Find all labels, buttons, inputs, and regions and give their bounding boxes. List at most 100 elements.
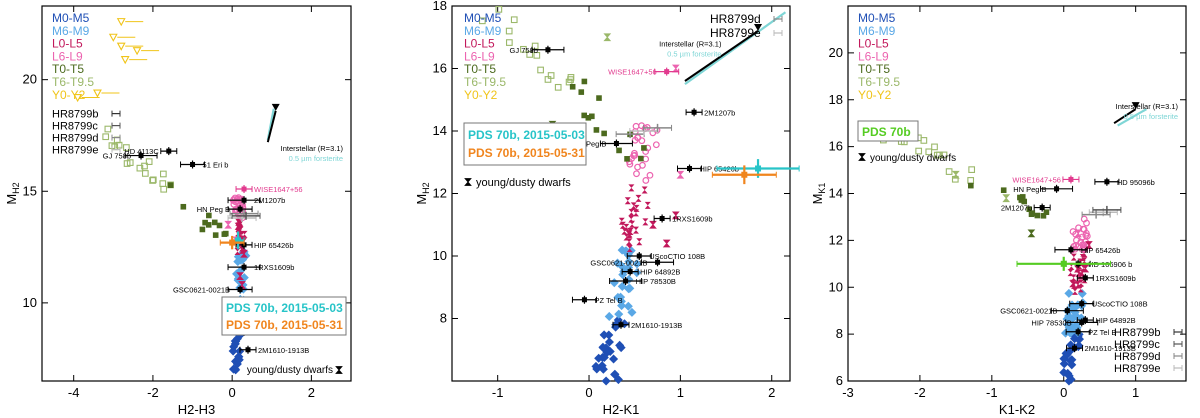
point-T0-T5 — [1000, 187, 1007, 193]
point-L6-L9 — [1083, 232, 1091, 240]
legend-class-L6-L9: L6-L9 — [858, 49, 889, 63]
legend-class-L0-L5: L0-L5 — [52, 37, 83, 51]
point-L0-L5 — [621, 227, 628, 235]
y-tick-label: 10 — [23, 295, 37, 310]
legend-HR8799e: HR8799e — [710, 26, 761, 40]
companion-label: HIP 65426b — [1081, 246, 1120, 255]
companion-label: HD 4113C — [124, 147, 159, 156]
point-L0-L5 — [1071, 287, 1078, 295]
point-M6-M9 — [632, 259, 642, 269]
point-T6-T9.5 — [567, 74, 575, 81]
point-T0-T5 — [624, 156, 630, 162]
point-M0-M5 — [613, 375, 623, 385]
companion-marker — [1075, 329, 1081, 335]
legend-class-T0-T5: T0-T5 — [464, 62, 496, 76]
interstellar-label: Interstellar (R=3.1) — [281, 144, 344, 153]
point-L0-L5 — [628, 208, 635, 216]
companion-label: HIP 64892B — [640, 268, 680, 277]
legend-HR8799d: HR8799d — [710, 12, 761, 26]
legend-HR8799b: HR8799b — [52, 109, 98, 121]
companion-marker — [190, 161, 196, 167]
x-tick-label: 1 — [677, 385, 684, 400]
point-T0-T5 — [180, 203, 187, 210]
point-Y0-Y2 — [73, 93, 83, 103]
y-tick-label: 6 — [836, 373, 843, 388]
interstellar-label: Interstellar (R=3.1) — [659, 40, 722, 49]
pds70b-marker — [741, 171, 748, 178]
point-L0-L5 — [623, 233, 630, 241]
point-L6-L9 — [1080, 215, 1088, 223]
companion-label: GSC0621-0021B — [590, 258, 647, 267]
companion-label: 2M1610-1913B — [258, 346, 309, 355]
point-T0-T5 — [1043, 209, 1050, 216]
point-L6-L9 — [642, 155, 650, 163]
point-M6-M9 — [604, 311, 614, 321]
point-L0-L5 — [624, 197, 631, 205]
pds-legend-box — [857, 120, 919, 142]
companion-marker — [545, 47, 551, 53]
point-L6-L9 — [642, 177, 650, 184]
point-L0-L5 — [234, 248, 241, 256]
point-T0-T5 — [601, 130, 607, 137]
young-dusty-point — [1085, 241, 1093, 249]
companion-marker — [581, 297, 587, 303]
point-T0-T5 — [1034, 212, 1041, 219]
point-T0-T5 — [222, 230, 229, 237]
legend-pds: PDS 70b — [862, 125, 911, 139]
legend-class-M6-M9: M6-M9 — [52, 24, 90, 38]
young-dusty-point — [603, 33, 612, 42]
companion-label: WISE1647+56 — [1012, 175, 1061, 184]
point-L6-L9 — [631, 136, 639, 144]
y-tick-label: 10 — [829, 279, 843, 294]
legend-class-M0-M5: M0-M5 — [858, 11, 896, 25]
point-T0-T5 — [1040, 212, 1047, 219]
point-L6-L9 — [652, 141, 660, 149]
companion-marker — [664, 69, 670, 75]
legend-class-L0-L5: L0-L5 — [464, 37, 495, 51]
point-L0-L5 — [1075, 269, 1082, 277]
point-L6-L9 — [632, 122, 640, 130]
legend-class-Y0-Y2: Y0-Y2 — [464, 88, 498, 102]
x-axis-label: K1-K2 — [999, 402, 1035, 417]
y-tick-label: 8 — [836, 326, 843, 341]
legend-young-dusty: young/dusty dwarfs — [870, 153, 956, 164]
point-T6-T9.5 — [115, 141, 123, 149]
companion-label: HIP 64892B — [1095, 316, 1135, 325]
point-T0-T5 — [581, 112, 587, 119]
companion-marker — [1079, 319, 1085, 325]
point-L0-L5 — [628, 184, 635, 192]
y-tick-label: 16 — [829, 139, 843, 154]
point-T6-T9.5 — [149, 177, 156, 184]
legend-class-T6-T9.5: T6-T9.5 — [858, 75, 900, 89]
interstellar-label: Interstellar (R=3.1) — [1116, 102, 1179, 111]
companion-marker — [138, 153, 144, 159]
companion-marker — [241, 264, 247, 270]
companion-label: 1RXS1609b — [254, 263, 294, 272]
point-T6-T9.5 — [967, 177, 975, 184]
pds70b-marker — [229, 239, 236, 246]
point-L6-L9 — [638, 137, 646, 145]
legend-class-T0-T5: T0-T5 — [52, 62, 84, 76]
companion-marker — [613, 141, 619, 146]
x-axis-label: H2-H3 — [178, 402, 216, 417]
x-tick-label: -4 — [68, 385, 80, 400]
companion-label: GJ 758b — [103, 152, 131, 161]
legend-class-M0-M5: M0-M5 — [52, 11, 90, 25]
companion-label: HN Peg B — [573, 140, 606, 149]
companion-marker — [623, 278, 629, 284]
young-dusty-point — [671, 64, 680, 73]
companion-marker — [1068, 247, 1074, 253]
point-L0-L5 — [1070, 274, 1077, 282]
point-L0-L5 — [644, 201, 651, 209]
point-L0-L5 — [635, 194, 642, 202]
point-T6-T9.5 — [159, 170, 167, 178]
y-axis-label: MK1 — [810, 183, 827, 205]
interstellar-vector — [266, 110, 277, 143]
point-M0-M5 — [230, 339, 240, 349]
point-L0-L5 — [1067, 269, 1074, 277]
panel-right: -3 -2 -1 0 168101214161820K1-K2MK12M1610-191… — [810, 5, 1187, 417]
companion-marker — [1082, 317, 1088, 323]
x-tick-label: 0 — [585, 385, 592, 400]
point-T0-T5 — [216, 222, 223, 229]
